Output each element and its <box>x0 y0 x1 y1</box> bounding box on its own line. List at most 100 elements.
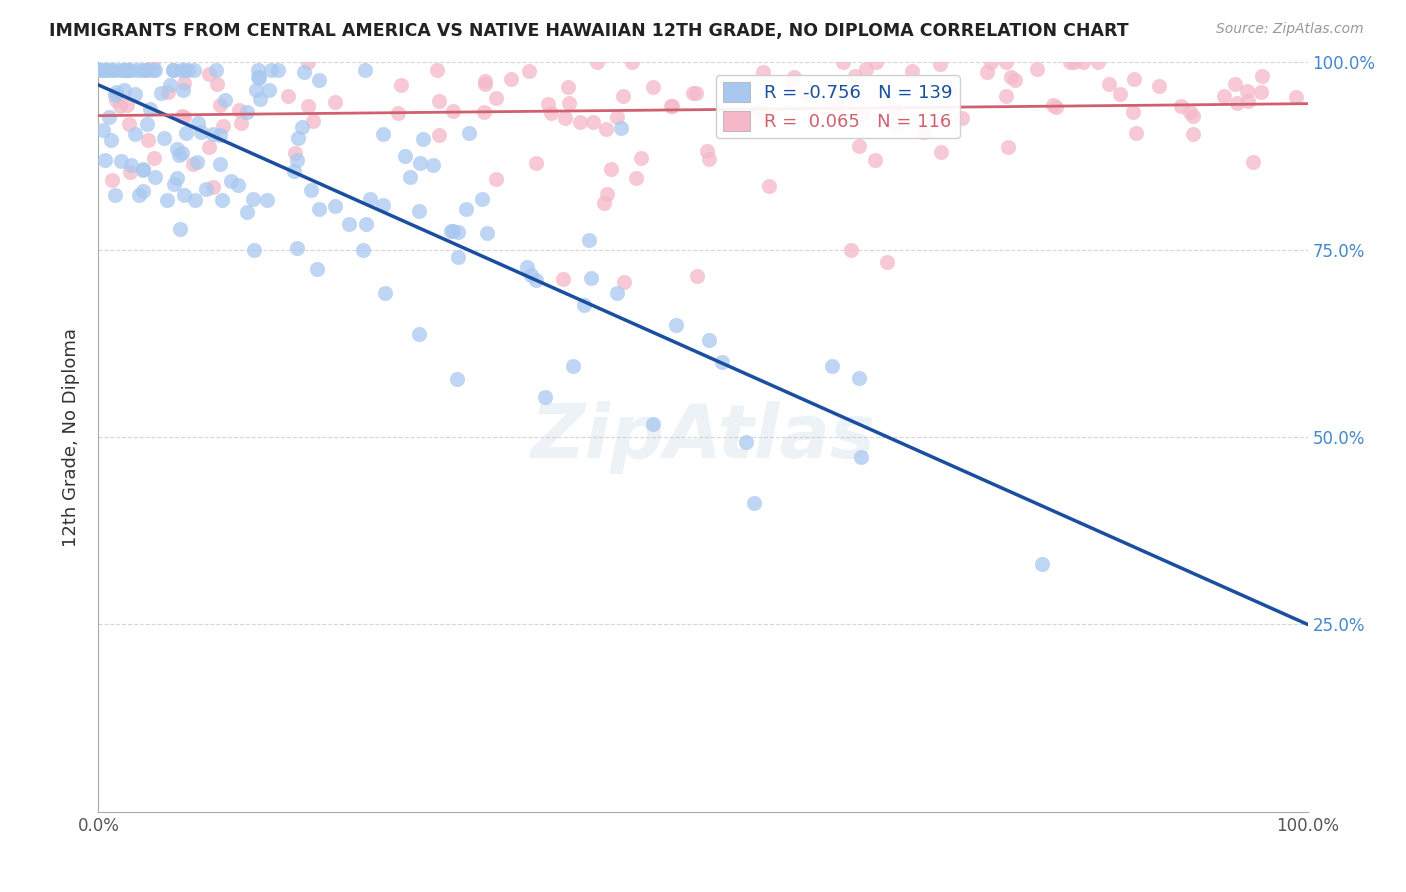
Point <box>132 162 155 177</box>
Point <box>1237 94 1260 108</box>
Point <box>682 87 704 101</box>
Point <box>1071 55 1094 70</box>
Point <box>166 142 188 156</box>
Point <box>699 152 721 166</box>
Point <box>226 178 249 193</box>
Point <box>485 91 508 105</box>
Point <box>308 72 330 87</box>
Point <box>104 93 127 107</box>
Point <box>659 99 682 113</box>
Point <box>194 182 217 196</box>
Point <box>354 62 377 77</box>
Point <box>359 192 381 206</box>
Point <box>172 83 194 97</box>
Point <box>100 173 122 187</box>
Point <box>120 165 142 179</box>
Point <box>139 102 162 116</box>
Point <box>101 62 124 77</box>
Point <box>742 495 765 509</box>
Point <box>578 233 600 247</box>
Point <box>208 157 231 171</box>
Point <box>143 169 166 184</box>
Point <box>553 272 575 286</box>
Point <box>863 153 886 167</box>
Point <box>1251 70 1274 84</box>
Point <box>166 171 188 186</box>
Point <box>162 62 184 77</box>
Point <box>173 187 195 202</box>
Point <box>758 109 780 123</box>
Point <box>780 75 803 89</box>
Point <box>132 162 155 177</box>
Point <box>1178 104 1201 119</box>
Point <box>184 193 207 207</box>
Point <box>283 164 305 178</box>
Point <box>97 62 120 77</box>
Point <box>1000 70 1022 85</box>
Point <box>596 187 619 202</box>
Point <box>121 158 143 172</box>
Point <box>115 98 138 112</box>
Point <box>929 145 952 160</box>
Point <box>1026 62 1049 76</box>
Point <box>848 371 870 385</box>
Point <box>624 171 647 186</box>
Point <box>534 390 557 404</box>
Point <box>337 217 360 231</box>
Point <box>208 128 231 143</box>
Point <box>865 55 887 70</box>
Point <box>783 70 806 85</box>
Point <box>235 204 257 219</box>
Point <box>142 55 165 70</box>
Point <box>697 334 720 348</box>
Point <box>440 224 463 238</box>
Point <box>162 178 184 192</box>
Point <box>297 99 319 113</box>
Point <box>245 82 267 96</box>
Point <box>305 261 328 276</box>
Point <box>426 62 449 77</box>
Point <box>284 146 307 161</box>
Point <box>474 73 496 87</box>
Point <box>131 184 153 198</box>
Point <box>520 268 543 282</box>
Point <box>849 450 872 464</box>
Point <box>581 271 603 285</box>
Point <box>643 417 665 431</box>
Point <box>516 260 538 274</box>
Point <box>115 62 138 77</box>
Point <box>1122 105 1144 120</box>
Point <box>1225 77 1247 91</box>
Point <box>586 55 609 70</box>
Point <box>441 103 464 118</box>
Point <box>557 79 579 94</box>
Point <box>1098 77 1121 91</box>
Point <box>1250 85 1272 99</box>
Point <box>89 62 111 77</box>
Point <box>124 87 146 101</box>
Point <box>441 224 464 238</box>
Point <box>499 72 522 87</box>
Point <box>172 110 194 124</box>
Point <box>173 62 195 77</box>
Point <box>1059 55 1081 70</box>
Point <box>100 133 122 147</box>
Point <box>174 126 197 140</box>
Point <box>1125 126 1147 140</box>
Point <box>190 125 212 139</box>
Point <box>387 105 409 120</box>
Point <box>422 158 444 172</box>
Point <box>135 62 157 77</box>
Point <box>211 193 233 207</box>
Point <box>285 153 308 168</box>
Point <box>173 110 195 124</box>
Text: Source: ZipAtlas.com: Source: ZipAtlas.com <box>1216 22 1364 37</box>
Point <box>686 269 709 284</box>
Point <box>751 65 773 79</box>
Point <box>612 89 634 103</box>
Point <box>540 105 562 120</box>
Point <box>447 225 470 239</box>
Point <box>1170 98 1192 112</box>
Point <box>136 132 159 146</box>
Point <box>1042 98 1064 112</box>
